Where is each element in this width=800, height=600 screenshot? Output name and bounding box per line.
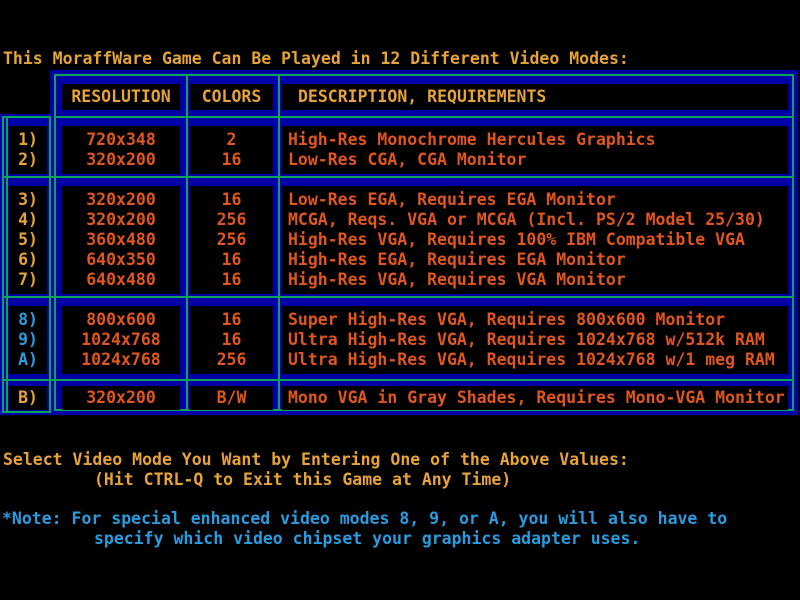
row-key-frame-border: [2, 116, 51, 413]
header-description-cell: DESCRIPTION, REQUIREMENTS: [282, 84, 788, 110]
resolution-colors-divider-line: [186, 76, 188, 411]
mode-2-key[interactable]: 2): [18, 150, 38, 169]
mode-9-description[interactable]: Ultra High-Res VGA, Requires 1024x768 w/…: [288, 330, 765, 349]
group-separator-line-3: [4, 379, 792, 381]
header-colors-label: COLORS: [201, 87, 262, 106]
mode-4-resolution[interactable]: 320x200: [86, 210, 156, 229]
page-title: This MoraffWare Game Can Be Played in 12…: [3, 49, 629, 68]
mode-B-key[interactable]: B): [18, 388, 38, 407]
mode-2-resolution[interactable]: 320x200: [86, 150, 156, 169]
note-line-2: specify which video chipset your graphic…: [94, 529, 641, 548]
header-colors-cell: COLORS: [190, 84, 273, 110]
table-frame-border: [54, 74, 794, 411]
mode-6-key[interactable]: 6): [18, 250, 38, 269]
mode-A-colors[interactable]: 256: [216, 350, 247, 369]
mode-8-colors[interactable]: 16: [221, 310, 242, 329]
group2-colors-cell: 16 256 256 16 16: [190, 186, 273, 294]
mode-8-description[interactable]: Super High-Res VGA, Requires 800x600 Mon…: [288, 310, 726, 329]
mode-8-resolution[interactable]: 800x600: [86, 310, 156, 329]
colors-description-divider-line: [278, 76, 280, 411]
mode-6-description[interactable]: High-Res EGA, Requires EGA Monitor: [288, 250, 626, 269]
mode-1-resolution[interactable]: 720x348: [86, 130, 156, 149]
mode-B-description[interactable]: Mono VGA in Gray Shades, Requires Mono-V…: [288, 388, 785, 407]
group2-description-cell: Low-Res EGA, Requires EGA Monitor MCGA, R…: [282, 186, 788, 294]
mode-A-key[interactable]: A): [18, 350, 38, 369]
mode-B-colors[interactable]: B/W: [216, 388, 247, 407]
mode-5-key[interactable]: 5): [18, 230, 38, 249]
mode-9-resolution[interactable]: 1024x768: [81, 330, 161, 349]
mode-3-colors[interactable]: 16: [221, 190, 242, 209]
header-separator-line: [56, 116, 792, 118]
mode-5-description[interactable]: High-Res VGA, Requires 100% IBM Compatib…: [288, 230, 745, 249]
mode-8-key[interactable]: 8): [18, 310, 38, 329]
row-key-inner-border-line: [6, 118, 8, 411]
mode-4-colors[interactable]: 256: [216, 210, 247, 229]
mode-1-key[interactable]: 1): [18, 130, 38, 149]
group4-colors-cell: B/W: [190, 386, 273, 410]
group-separator-line-2: [4, 296, 792, 298]
mode-9-colors[interactable]: 16: [221, 330, 242, 349]
mode-7-description[interactable]: High-Res VGA, Requires VGA Monitor: [288, 270, 626, 289]
mode-6-resolution[interactable]: 640x350: [86, 250, 156, 269]
mode-A-description[interactable]: Ultra High-Res VGA, Requires 1024x768 w/…: [288, 350, 775, 369]
mode-7-resolution[interactable]: 640x480: [86, 270, 156, 289]
group3-key-cell: 8) 9) A): [9, 306, 47, 374]
group2-key-cell: 3) 4) 5) 6) 7): [9, 186, 47, 294]
group3-description-cell: Super High-Res VGA, Requires 800x600 Mon…: [282, 306, 788, 374]
group2-resolution-cell: 320x200 320x200 360x480 640x350 640x480: [62, 186, 180, 294]
select-mode-prompt: Select Video Mode You Want by Entering O…: [3, 450, 629, 469]
group4-description-cell: Mono VGA in Gray Shades, Requires Mono-V…: [282, 386, 788, 410]
mode-2-colors[interactable]: 16: [221, 150, 242, 169]
mode-A-resolution[interactable]: 1024x768: [81, 350, 161, 369]
group3-colors-cell: 16 16 256: [190, 306, 273, 374]
group4-key-cell: B): [9, 386, 47, 410]
mode-3-resolution[interactable]: 320x200: [86, 190, 156, 209]
header-resolution-cell: RESOLUTION: [62, 84, 180, 110]
mode-1-colors[interactable]: 2: [226, 130, 237, 149]
group1-colors-cell: 2 16: [190, 126, 273, 174]
mode-4-description[interactable]: MCGA, Reqs. VGA or MCGA (Incl. PS/2 Mode…: [288, 210, 765, 229]
mode-3-key[interactable]: 3): [18, 190, 38, 209]
group1-key-cell: 1) 2): [9, 126, 47, 174]
mode-5-resolution[interactable]: 360x480: [86, 230, 156, 249]
header-resolution-label: RESOLUTION: [71, 87, 171, 106]
group1-resolution-cell: 720x348 320x200: [62, 126, 180, 174]
mode-5-colors[interactable]: 256: [216, 230, 247, 249]
mode-2-description[interactable]: Low-Res CGA, CGA Monitor: [288, 150, 527, 169]
exit-hint: (Hit CTRL-Q to Exit this Game at Any Tim…: [94, 470, 512, 489]
group3-resolution-cell: 800x600 1024x768 1024x768: [62, 306, 180, 374]
mode-B-resolution[interactable]: 320x200: [86, 388, 156, 407]
mode-3-description[interactable]: Low-Res EGA, Requires EGA Monitor: [288, 190, 616, 209]
mode-7-colors[interactable]: 16: [221, 270, 242, 289]
mode-7-key[interactable]: 7): [18, 270, 38, 289]
header-description-label: DESCRIPTION, REQUIREMENTS: [298, 87, 547, 106]
group1-description-cell: High-Res Monochrome Hercules Graphics Low…: [282, 126, 788, 174]
mode-9-key[interactable]: 9): [18, 330, 38, 349]
group-separator-line-1: [4, 176, 792, 178]
mode-4-key[interactable]: 4): [18, 210, 38, 229]
group4-resolution-cell: 320x200: [62, 386, 180, 410]
mode-6-colors[interactable]: 16: [221, 250, 242, 269]
mode-1-description[interactable]: High-Res Monochrome Hercules Graphics: [288, 130, 656, 149]
note-line-1: *Note: For special enhanced video modes …: [2, 509, 728, 528]
